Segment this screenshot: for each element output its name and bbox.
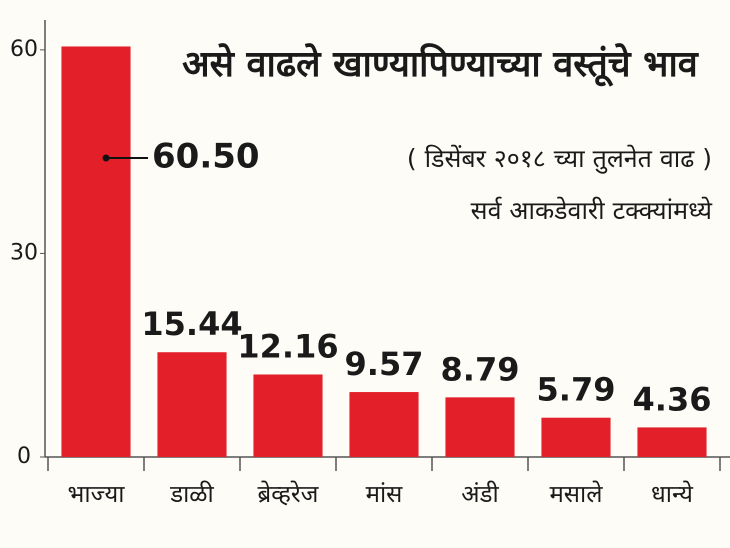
bar: [637, 427, 707, 457]
x-tick-label: मसाले: [549, 480, 603, 508]
value-label: 12.16: [237, 327, 338, 365]
chart-subtitle: ( डिसेंबर २०१८ च्या तुलनेत वाढ ): [407, 144, 712, 174]
x-tick-label: डाळी: [169, 480, 214, 508]
bar: [253, 374, 323, 457]
y-tick-label: 0: [17, 444, 31, 469]
x-tick-label: मांस: [366, 480, 404, 508]
value-label: 15.44: [141, 305, 242, 343]
value-label: 5.79: [537, 371, 616, 409]
x-tick-label: धान्ये: [651, 480, 694, 508]
bar: [61, 46, 131, 457]
bar: [349, 392, 419, 457]
x-tick-label: ब्रेव्हरेज: [257, 480, 319, 508]
x-tick-label: भाज्या: [68, 480, 126, 508]
x-tick-label: अंडी: [461, 480, 499, 508]
y-tick-label: 60: [10, 37, 38, 62]
bar: [541, 417, 611, 457]
value-label: 8.79: [441, 350, 520, 388]
bar: [157, 352, 227, 457]
value-label: 60.50: [152, 137, 260, 177]
value-label: 9.57: [345, 345, 424, 383]
y-tick-label: 30: [10, 240, 38, 265]
chart-title: असे वाढले खाण्यापिण्याच्या वस्तूंचे भाव: [182, 43, 700, 87]
chart-note: सर्व आकडेवारी टक्क्यांमध्ये: [471, 196, 713, 225]
bar: [445, 397, 515, 457]
value-label: 4.36: [633, 380, 712, 418]
